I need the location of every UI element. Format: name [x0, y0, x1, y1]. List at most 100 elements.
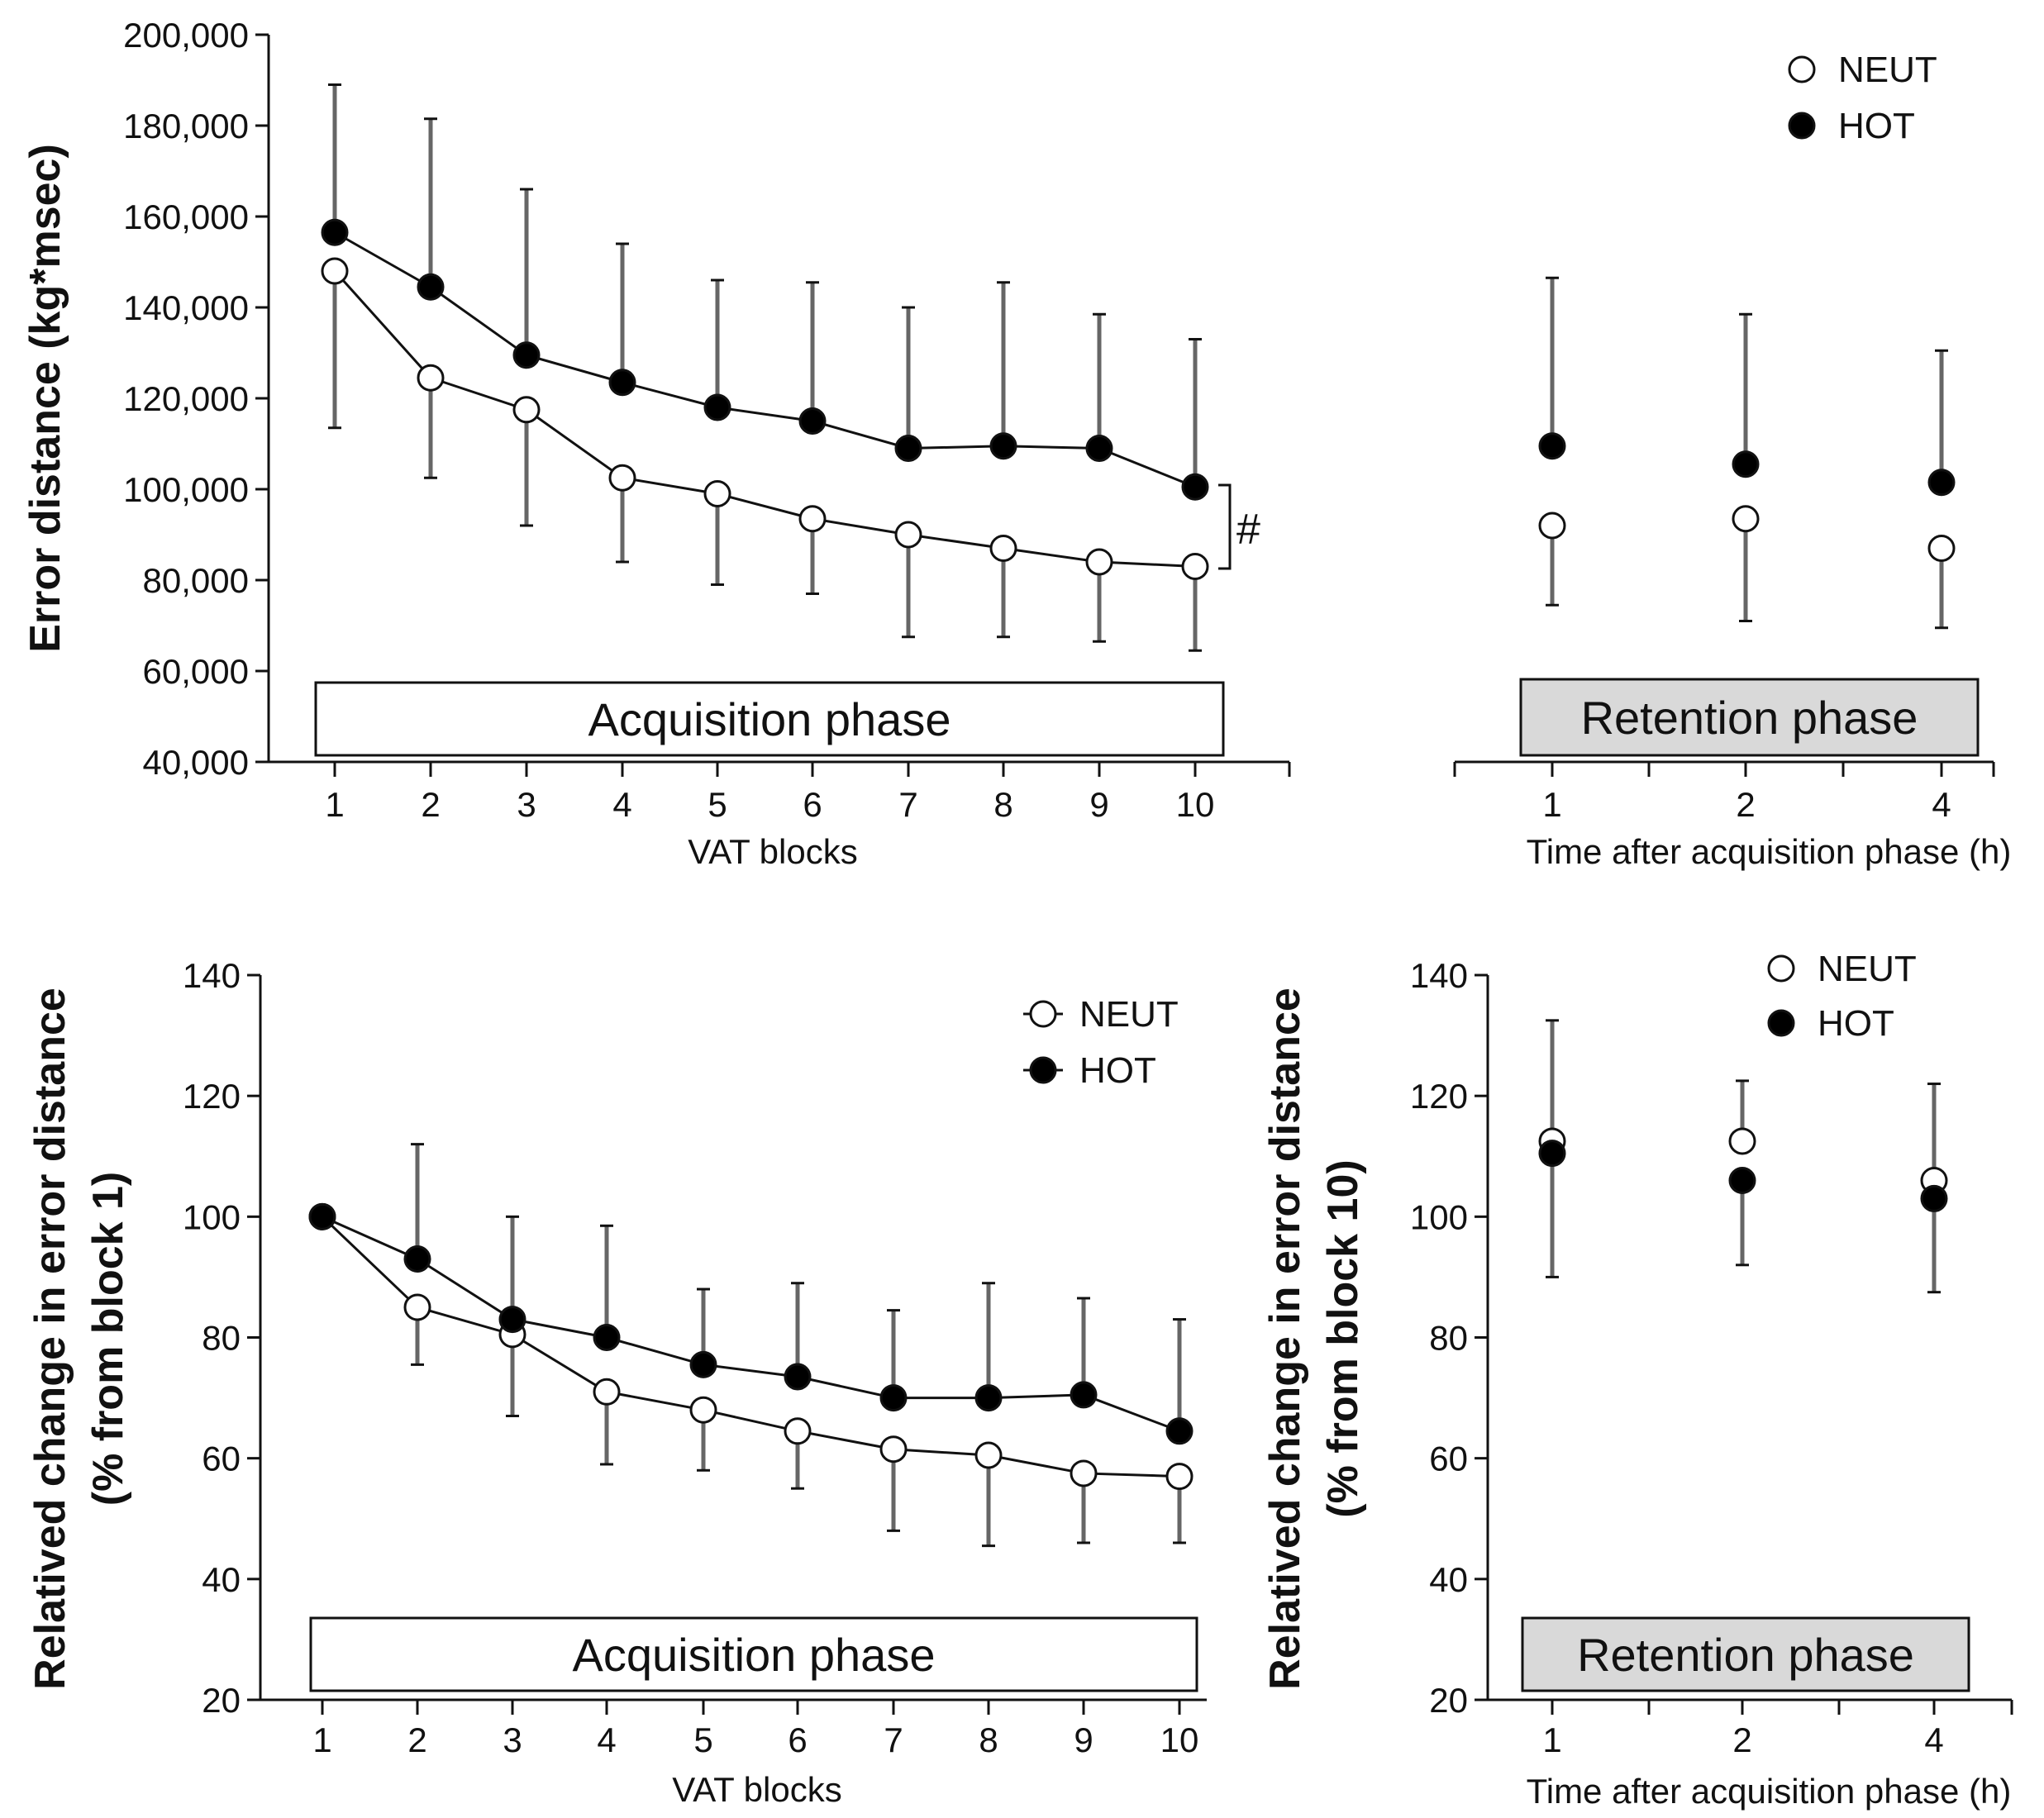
x-tick-label: 4 — [612, 785, 631, 824]
neut-point — [703, 480, 731, 507]
x-axis-title: Time after acquisition phase (h) — [1527, 832, 2012, 871]
x-tick-label: 2 — [1736, 785, 1755, 824]
hot-point — [1728, 1166, 1756, 1194]
neut-point — [1538, 512, 1566, 540]
y-tick-label: 60 — [1429, 1440, 1468, 1478]
legend-label-hot: HOT — [1079, 1050, 1156, 1091]
y-tick-label: 80 — [1429, 1319, 1468, 1358]
neut-point — [894, 521, 922, 549]
x-tick-label: 9 — [1089, 785, 1108, 824]
y-axis-title: Relatived change in error distance — [1261, 988, 1309, 1690]
neut-point — [593, 1378, 621, 1406]
y-tick-label: 140 — [1410, 956, 1468, 995]
x-tick-label: 7 — [898, 785, 917, 824]
x-tick-label: 2 — [407, 1720, 426, 1759]
y-tick-label: 180,000 — [123, 107, 249, 145]
panel-top-right: 1 2 4 Time after acquisition phase (h) Reten… — [1453, 276, 2012, 871]
x-tick-label: 5 — [708, 785, 727, 824]
panel-bottom-left: 20 40 60 80 100 120 140 1 2 3 4 5 6 7 8 9 10 VAT blocks Re… — [26, 956, 1207, 1809]
neut-point — [784, 1417, 812, 1445]
legend: NEUT HOT — [1023, 994, 1179, 1091]
legend-label-neut: NEUT — [1079, 994, 1179, 1035]
legend-marker-neut — [1029, 1000, 1057, 1028]
significance-bracket — [1218, 483, 1232, 570]
significance-marker: # — [1236, 506, 1260, 554]
x-tick-label: 10 — [1160, 1720, 1199, 1759]
y-tick-label: 120 — [183, 1077, 241, 1116]
phase-box — [1519, 678, 1980, 757]
neut-point — [1085, 548, 1113, 576]
x-tick-label: 6 — [788, 1720, 807, 1759]
x-tick-label: 4 — [597, 1720, 616, 1759]
y-tick-label: 100 — [1410, 1197, 1468, 1236]
neut-point — [689, 1396, 717, 1424]
legend-marker-hot — [1788, 112, 1816, 140]
phase-box — [309, 1616, 1198, 1692]
x-tick-label: 4 — [1932, 785, 1951, 824]
phase-label: Retention phase — [1577, 1629, 1914, 1681]
hot-point — [308, 1202, 336, 1230]
hot-point — [784, 1363, 812, 1391]
neut-point — [1165, 1463, 1194, 1491]
legend-label-neut: NEUT — [1838, 50, 1937, 90]
y-tick-label: 60,000 — [143, 652, 249, 691]
hot-point — [689, 1350, 717, 1378]
y-tick-label: 80 — [202, 1319, 241, 1358]
hot-point — [1181, 473, 1209, 501]
phase-box — [1521, 1616, 1970, 1692]
hot-point — [1085, 435, 1113, 462]
panel-bottom-right: 20 40 60 80 100 120 140 1 2 4 Time after acquisiti… — [1261, 949, 2013, 1811]
legend-label-neut: NEUT — [1818, 949, 1917, 989]
x-tick-label: 1 — [1542, 785, 1561, 824]
neut-point — [608, 464, 636, 492]
y-tick-label: 80,000 — [143, 561, 249, 600]
hot-point — [798, 407, 827, 435]
x-tick-label: 1 — [325, 785, 344, 824]
x-tick-label: 4 — [1924, 1720, 1943, 1759]
x-tick-label: 3 — [517, 785, 536, 824]
phase-label: Acquisition phase — [588, 693, 951, 745]
y-axis-title: Relatived change in error distance — [26, 988, 74, 1690]
hot-point — [879, 1384, 908, 1412]
x-tick-label: 6 — [803, 785, 822, 824]
hot-point — [1538, 1140, 1566, 1168]
neut-point — [1181, 553, 1209, 580]
x-tick-label: 2 — [421, 785, 440, 824]
legend-label-hot: HOT — [1818, 1003, 1894, 1044]
hot-point — [608, 369, 636, 397]
neut-point — [1070, 1459, 1098, 1487]
x-tick-label: 5 — [693, 1720, 712, 1759]
neut-series-line — [333, 269, 1196, 568]
hot-point — [894, 435, 922, 462]
panel-top-left: 40,000 60,000 80,000 100,000 120,000 140,000 1… — [21, 16, 1937, 871]
neut-point — [403, 1293, 431, 1321]
x-tick-label: 3 — [503, 1720, 522, 1759]
hot-point — [593, 1324, 621, 1351]
legend: NEUT HOT — [1767, 949, 1917, 1044]
neut-point — [974, 1441, 1003, 1469]
x-tick-label: 1 — [1542, 1720, 1561, 1759]
hot-point — [512, 341, 541, 369]
hot-series-line — [334, 231, 1196, 488]
y-tick-label: 120,000 — [123, 379, 249, 418]
hot-point — [974, 1384, 1003, 1412]
y-tick-label: 120 — [1410, 1077, 1468, 1116]
neut-series-line — [321, 1216, 1180, 1478]
x-tick-label: 2 — [1732, 1720, 1751, 1759]
hot-point — [1538, 432, 1566, 460]
y-tick-label: 200,000 — [123, 16, 249, 55]
y-axis-title-2: (% from block 1) — [84, 1172, 132, 1506]
y-tick-label: 100,000 — [123, 470, 249, 509]
y-axis-title: Error distance (kg*msec) — [21, 144, 69, 653]
phase-label: Acquisition phase — [573, 1629, 936, 1681]
y-tick-label: 40 — [1429, 1560, 1468, 1599]
y-tick-label: 40,000 — [143, 743, 249, 782]
y-tick-label: 20 — [202, 1681, 241, 1720]
hot-point — [1165, 1417, 1194, 1445]
x-axis-title: Time after acquisition phase (h) — [1527, 1772, 2012, 1811]
phase-box — [314, 681, 1225, 757]
hot-series-line — [322, 1215, 1180, 1433]
neut-point — [879, 1435, 908, 1463]
y-tick-label: 100 — [183, 1197, 241, 1236]
neut-point — [1728, 1127, 1756, 1155]
